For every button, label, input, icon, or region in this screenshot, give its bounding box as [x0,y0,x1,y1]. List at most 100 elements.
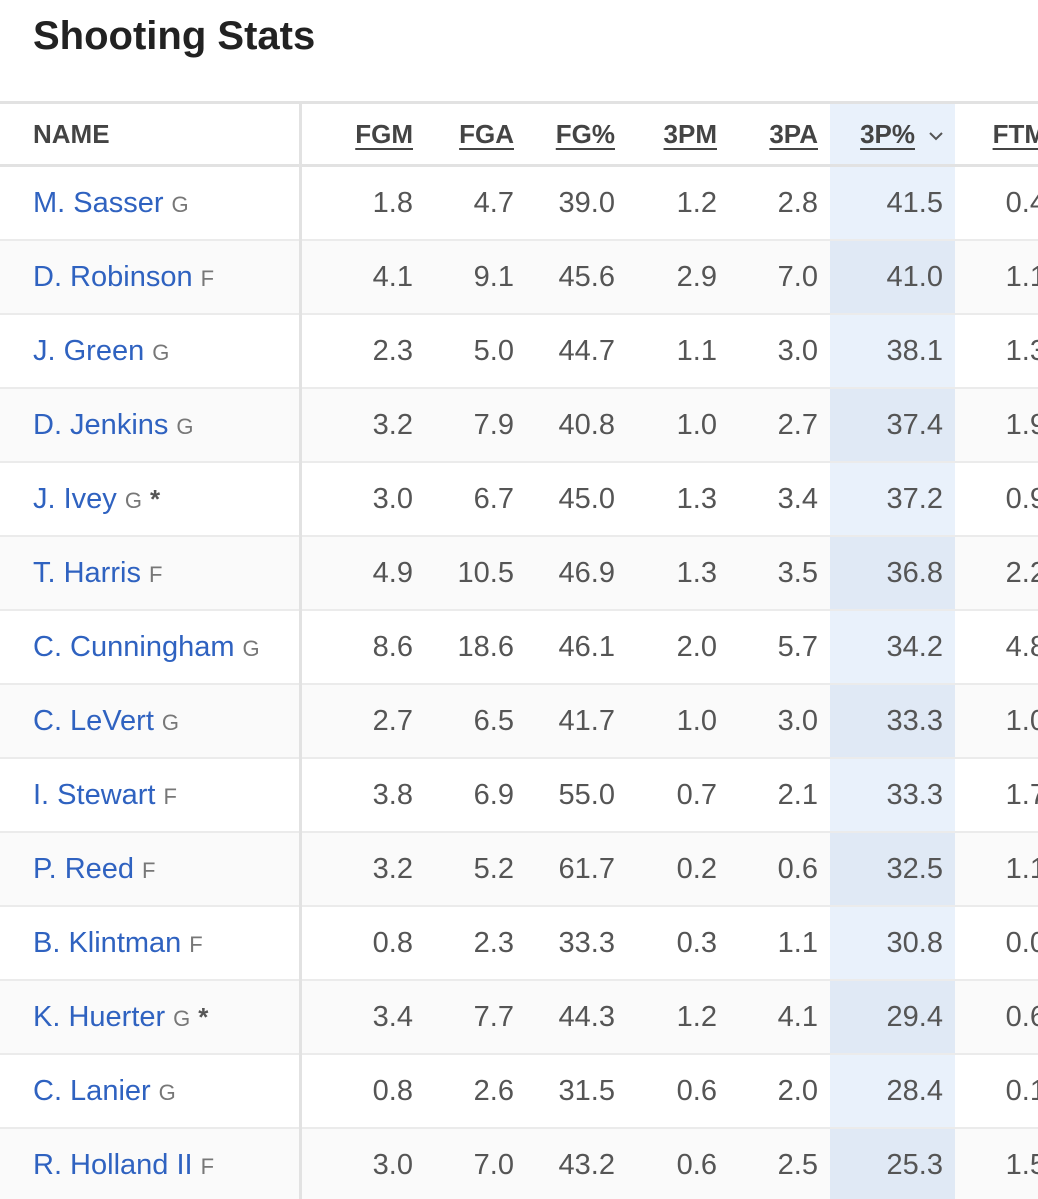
column-label[interactable]: FGM [355,118,413,149]
name-cell: J. Ivey G * [0,462,302,537]
stat-cell: 1.3 [627,462,729,537]
stat-cell: 7.7 [425,980,526,1055]
column-header: FGA [425,101,526,167]
stat-cell: 1.8 [300,165,425,241]
stat-cell: 2.5 [729,1128,830,1199]
player-name[interactable]: C. Cunningham [33,630,235,663]
stat-cell: 3.4 [300,980,425,1055]
position: G [173,1005,191,1031]
stat-cell: 2.9 [627,240,729,315]
stat-cell: 32.5 [830,832,955,907]
position: G [242,635,260,661]
column-label[interactable]: FGA [459,118,514,149]
column-label[interactable]: FG% [555,118,615,149]
header-row: NAME FGM FGA FG% 3PM 3PA 3P% FTM [0,101,1038,167]
player-row: D. Jenkins G 3.27.940.81.02.737.41.9 [0,388,1038,463]
player-row: J. Green G 2.35.044.71.13.038.11.3 [0,314,1038,389]
stat-cell: 2.3 [425,906,526,981]
player-row: M. Sasser G 1.84.739.01.22.841.50.4 [0,165,1038,241]
stat-cell: 45.6 [526,240,627,315]
stat-cell: 1.2 [627,165,729,241]
name-cell: J. Green G [0,314,302,389]
stat-cell: 0.1 [955,1054,1038,1129]
stat-cell: 2.6 [425,1054,526,1129]
position: G [161,709,180,735]
stat-cell: 41.0 [830,240,955,315]
stat-cell: 1.0 [627,684,729,759]
player-name[interactable]: K. Huerter [33,1000,166,1033]
stat-cell: 44.7 [526,314,627,389]
stat-cell: 46.1 [526,610,627,685]
stat-cell: 33.3 [830,684,955,759]
stat-cell: 1.0 [627,388,729,463]
player-row: C. Lanier G 0.82.631.50.62.028.40.1 [0,1054,1038,1129]
stat-cell: 4.1 [300,240,425,315]
name-cell: T. Harris F [0,536,302,611]
stat-cell: 1.9 [955,388,1038,463]
stat-cell: 2.0 [627,610,729,685]
stat-cell: 41.5 [830,165,955,241]
column-header: FG% [526,101,627,167]
stat-cell: 0.8 [300,906,425,981]
stat-cell: 3.0 [729,314,830,389]
stat-cell: 2.7 [300,684,425,759]
column-label[interactable]: 3PA [769,118,818,149]
name-cell: C. Cunningham G [0,610,302,685]
stat-cell: 0.3 [627,906,729,981]
stat-cell: 6.5 [425,684,526,759]
player-name[interactable]: C. LeVert [33,704,154,737]
player-row: B. Klintman F 0.82.333.30.31.130.80.0 [0,906,1038,981]
player-name[interactable]: I. Stewart [33,778,156,811]
stat-cell: 0.4 [955,165,1038,241]
name-cell: B. Klintman F [0,906,302,981]
player-row: I. Stewart F 3.86.955.00.72.133.31.7 [0,758,1038,833]
name-cell: K. Huerter G * [0,980,302,1055]
position: G [158,1079,176,1105]
position: G [124,487,142,513]
stat-cell: 28.4 [830,1054,955,1129]
stat-cell: 25.3 [830,1128,955,1199]
stat-cell: 0.8 [300,1054,425,1129]
stat-cell: 41.7 [526,684,627,759]
player-name[interactable]: P. Reed [33,852,135,885]
stat-cell: 2.3 [300,314,425,389]
player-name[interactable]: D. Jenkins [33,408,169,441]
stat-cell: 43.2 [526,1128,627,1199]
player-name[interactable]: C. Lanier [33,1074,151,1107]
column-label[interactable]: 3P% [860,118,915,149]
stat-cell: 3.0 [729,684,830,759]
player-row: J. Ivey G * 3.06.745.01.33.437.20.9 [0,462,1038,537]
stat-cell: 3.5 [729,536,830,611]
stat-cell: 4.9 [300,536,425,611]
stat-cell: 4.8 [955,610,1038,685]
stat-cell: 55.0 [526,758,627,833]
player-name[interactable]: D. Robinson [33,260,193,293]
column-label[interactable]: 3PM [663,118,717,149]
stat-cell: 46.9 [526,536,627,611]
stat-cell: 5.2 [425,832,526,907]
stat-cell: 0.2 [627,832,729,907]
name-cell: C. Lanier G [0,1054,302,1129]
player-name[interactable]: J. Green [33,334,145,367]
player-row: P. Reed F 3.25.261.70.20.632.51.1 [0,832,1038,907]
stat-cell: 1.3 [627,536,729,611]
player-name[interactable]: J. Ivey [33,482,117,515]
position: F [148,561,163,587]
name-cell: I. Stewart F [0,758,302,833]
column-label[interactable]: FTM [992,118,1038,149]
stat-cell: 1.1 [729,906,830,981]
stat-cell: 8.6 [300,610,425,685]
column-label: NAME [33,118,110,149]
position: F [142,857,156,883]
player-name[interactable]: B. Klintman [33,926,182,959]
stat-cell: 10.5 [425,536,526,611]
player-name[interactable]: R. Holland II [33,1148,193,1181]
player-row: C. Cunningham G 8.618.646.12.05.734.24.8 [0,610,1038,685]
position: G [176,413,194,439]
player-name[interactable]: T. Harris [33,556,141,589]
player-name[interactable]: M. Sasser [33,186,164,219]
player-row: T. Harris F 4.910.546.91.33.536.82.2 [0,536,1038,611]
